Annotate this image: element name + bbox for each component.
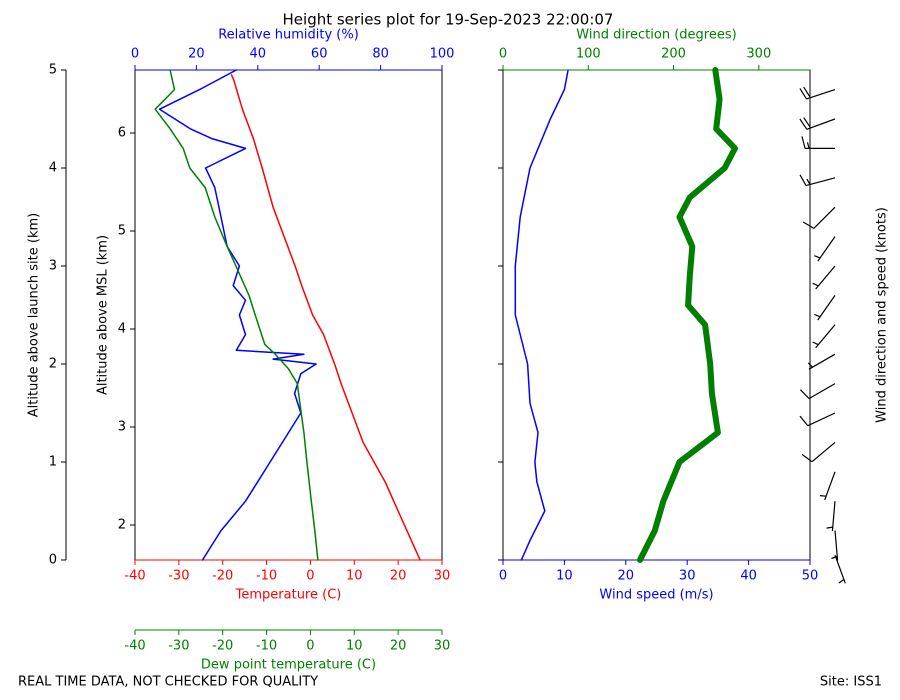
x-axis-label: Wind speed (m/s)	[599, 588, 713, 603]
site-label: Site: ISS1	[820, 675, 882, 690]
x-tick-label: 10	[346, 569, 363, 584]
x-tick-label: -20	[212, 569, 233, 584]
x-tick-label: 40	[740, 569, 757, 584]
wind-barb	[799, 383, 836, 400]
y-tick-label: 1	[49, 455, 57, 470]
profile-line	[154, 69, 319, 561]
y-axis-label: Altitude above launch site (km)	[27, 213, 42, 417]
y-tick-label: 4	[49, 161, 57, 176]
wind-barb	[819, 471, 836, 501]
x-tick-label: 50	[802, 569, 819, 584]
x-tick-label: 0	[131, 47, 139, 62]
x-tick-label: -20	[212, 639, 233, 654]
y-tick-label: 2	[49, 357, 57, 372]
x-tick-label: 30	[434, 639, 451, 654]
x-tick-label: -30	[168, 639, 189, 654]
profile-line	[514, 69, 569, 561]
profile-line	[637, 67, 738, 563]
wind-barb	[802, 206, 836, 229]
y2-axis-label: Altitude above MSL (km)	[96, 235, 111, 395]
x-tick-label: -40	[124, 639, 145, 654]
x-tick-label: 20	[618, 569, 635, 584]
y-tick-label: 5	[49, 63, 57, 78]
wind-barb	[801, 136, 835, 149]
x-axis-label: Temperature (C)	[235, 588, 342, 603]
x-tick-label: 20	[390, 639, 407, 654]
y2-tick-label: 6	[118, 126, 126, 141]
profile-line	[158, 69, 317, 561]
x-tick-label: 10	[346, 639, 363, 654]
x-tick-label: 0	[499, 47, 507, 62]
wind-barb	[831, 530, 839, 561]
wind-barb	[814, 236, 836, 262]
wind-barb	[799, 117, 836, 130]
wind-barb	[799, 412, 836, 427]
x-tick-label: 0	[306, 569, 314, 584]
x-tick-label: 30	[679, 569, 696, 584]
x-tick-label: 300	[746, 47, 771, 62]
plot-frame	[502, 69, 811, 561]
footer-note: REAL TIME DATA, NOT CHECKED FOR QUALITY	[18, 675, 318, 690]
x-tick-label: -10	[256, 569, 277, 584]
x-tick-label: 80	[372, 47, 389, 62]
y2-tick-label: 5	[118, 224, 126, 239]
x-tick-label: 40	[250, 47, 267, 62]
x-tick-label: 20	[188, 47, 205, 62]
x-tick-label: 60	[311, 47, 328, 62]
chart-title: Height series plot for 19-Sep-2023 22:00…	[283, 11, 614, 29]
wind-barb	[807, 353, 836, 370]
wind-barb	[826, 501, 836, 532]
y2-tick-label: 3	[118, 420, 126, 435]
x-tick-label: -10	[256, 639, 277, 654]
profile-line	[230, 74, 421, 561]
wind-barb	[834, 554, 846, 584]
y-tick-label: 3	[49, 259, 57, 274]
x-axis-label: Relative humidity (%)	[218, 28, 359, 43]
y2-tick-label: 2	[118, 518, 126, 533]
barb-axis-label: Wind direction and speed (knots)	[875, 207, 890, 423]
x-tick-label: 100	[430, 47, 455, 62]
x-tick-label: 0	[499, 569, 507, 584]
wind-barb	[814, 295, 836, 321]
x-tick-label: 20	[390, 569, 407, 584]
y2-tick-label: 4	[118, 322, 126, 337]
wind-barb	[812, 265, 836, 290]
y-tick-label: 0	[49, 553, 57, 568]
wind-barb	[799, 86, 836, 100]
x-tick-label: -40	[124, 569, 145, 584]
wind-barb	[801, 441, 836, 463]
x-tick-label: -30	[168, 569, 189, 584]
wind-barb	[799, 174, 836, 187]
x-axis-label: Wind direction (degrees)	[576, 28, 736, 43]
x-tick-label: 0	[306, 639, 314, 654]
x-tick-label: 200	[661, 47, 686, 62]
plot-frame	[134, 69, 443, 561]
wind-barb	[812, 324, 836, 349]
x-tick-label: 100	[576, 47, 601, 62]
x-tick-label: 30	[434, 569, 451, 584]
x-tick-label: 10	[556, 569, 573, 584]
x-axis-label: Dew point temperature (C)	[201, 658, 376, 673]
